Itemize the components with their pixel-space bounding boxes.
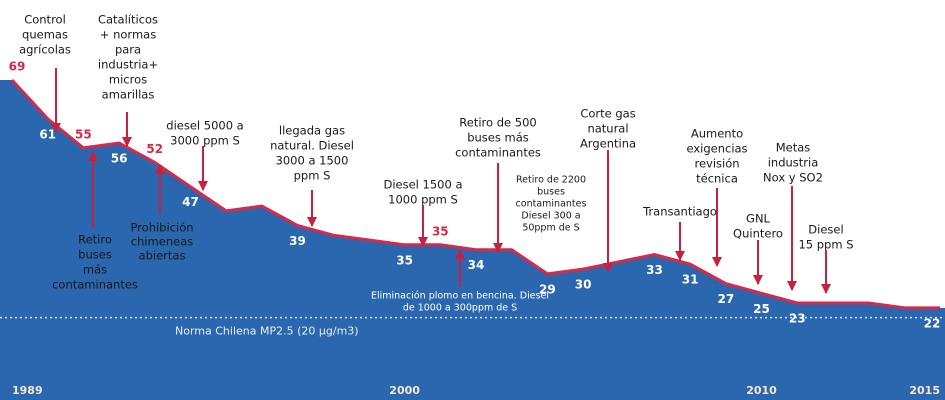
annotation-text: Aumento (691, 127, 743, 141)
annotation-text: ppm S (294, 169, 331, 183)
annotation-text: diesel 5000 a (166, 119, 243, 133)
annotation-text: amarillas (102, 88, 155, 102)
reference-label: Norma Chilena MP2.5 (20 µg/m3) (175, 325, 359, 338)
data-label: 23 (789, 312, 806, 326)
annotation-text: abiertas (139, 249, 186, 263)
data-label: 31 (682, 273, 699, 287)
annotation-text: Retiro de 500 (459, 116, 536, 130)
annotation-text: Metas (776, 141, 811, 155)
annotation-text: natural. Diesel (270, 139, 354, 153)
annotation-text: revisión (694, 157, 739, 171)
annotation-text: Retiro (78, 233, 112, 247)
annotation-text: Diesel (808, 223, 843, 237)
annotation-text: agrícolas (19, 43, 71, 57)
annotation-text: micros (109, 73, 147, 87)
annotation-text: chimeneas (131, 235, 194, 249)
annotation-text: natural (587, 122, 628, 136)
data-label: 55 (75, 127, 92, 141)
x-tick-label: 1989 (12, 384, 43, 397)
annotation-text: contaminantes (455, 146, 541, 160)
annotation-text: para (115, 43, 141, 57)
data-label: 35 (396, 253, 413, 267)
data-label: 39 (289, 234, 306, 248)
annotation-text: Retiro de 2200 (516, 175, 586, 186)
annotation-text: buses (78, 248, 112, 262)
annotation-text: buses (537, 187, 565, 198)
annotation-text: quemas (22, 28, 68, 42)
data-label: 25 (753, 302, 770, 316)
data-label: 69 (9, 60, 26, 74)
annotation-text: 3000 a 1500 (276, 154, 349, 168)
annotation-text: Nox y SO2 (763, 171, 823, 185)
annotation-text: Corte gas (580, 107, 635, 121)
annotation-text: + normas (100, 28, 156, 42)
annotation-text: 3000 ppm S (170, 134, 240, 148)
annotation-text: técnica (696, 172, 738, 186)
annotation-text: Diesel 300 a (521, 211, 580, 222)
x-tick-label: 2000 (389, 384, 420, 397)
annotation-text: Argentina (580, 137, 636, 151)
x-tick-label: 2015 (909, 384, 940, 397)
x-tick-label: 2010 (746, 384, 777, 397)
data-label: 52 (146, 142, 163, 156)
data-label: 27 (717, 292, 734, 306)
annotation-text: buses más (467, 131, 529, 145)
data-label: 56 (111, 152, 128, 166)
annotation-text: GNL (746, 212, 771, 226)
annotation-text: de 1000 a 300ppm de S (403, 303, 517, 314)
annotation-text: contaminantes (52, 278, 138, 292)
annotation-text: industria+ (98, 58, 158, 72)
annotation-text: industria (768, 156, 819, 170)
annotation-text: Transantiago (642, 205, 717, 219)
area (0, 80, 945, 400)
annotation-text: más (83, 263, 107, 277)
annotation-text: Prohibición (130, 221, 193, 235)
line (10, 78, 940, 310)
annotation-text: contaminantes (516, 199, 587, 210)
data-label: 47 (182, 195, 199, 209)
annotation-text: llegada gas (279, 124, 345, 138)
annotation-text: Control (24, 13, 66, 27)
annotation-text: 1000 ppm S (388, 193, 458, 207)
annotation-text: exigencias (686, 142, 747, 156)
data-label: 34 (468, 258, 485, 272)
data-label: 33 (646, 263, 663, 277)
data-label: 22 (924, 316, 941, 330)
annotation-text: Diesel 1500 a (383, 178, 462, 192)
data-label: 35 (432, 224, 449, 238)
data-label: 30 (575, 278, 592, 292)
data-label: 29 (539, 282, 556, 296)
annotation-text: Eliminación plomo en bencina. Diesel (371, 291, 549, 302)
annotation-text: Catalíticos (98, 13, 158, 27)
annotation-text: Quintero (733, 227, 783, 241)
data-label: 61 (39, 127, 56, 141)
annotation-text: 15 ppm S (798, 238, 853, 252)
annotation-text: 50ppm de S (522, 223, 579, 234)
